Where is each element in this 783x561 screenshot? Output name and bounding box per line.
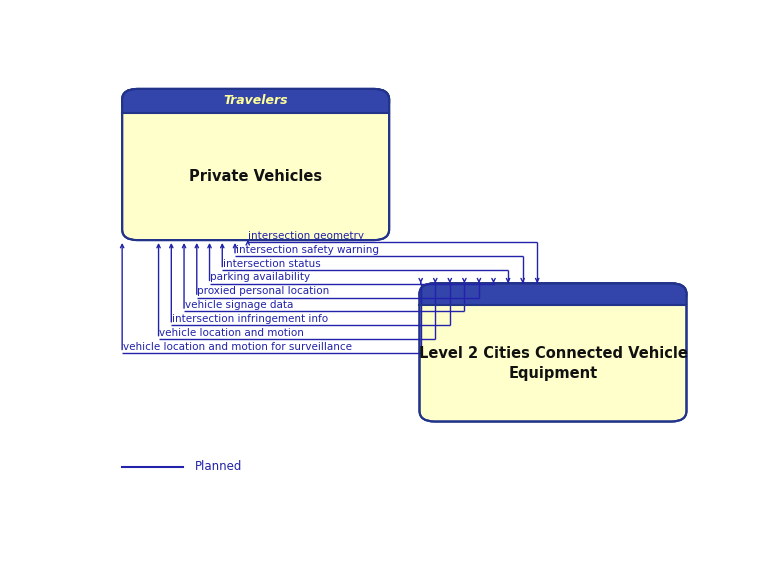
Text: parking availability: parking availability: [210, 273, 310, 282]
Text: intersection infringement info: intersection infringement info: [172, 314, 328, 324]
Bar: [420, 292, 687, 305]
Text: intersection safety warning: intersection safety warning: [236, 245, 379, 255]
FancyBboxPatch shape: [122, 89, 389, 240]
Text: Level 2 Cities Connected Vehicle
Equipment: Level 2 Cities Connected Vehicle Equipme…: [419, 346, 687, 380]
Text: Travelers: Travelers: [223, 94, 288, 107]
FancyBboxPatch shape: [420, 283, 687, 421]
Text: Planned: Planned: [195, 461, 243, 473]
Text: proxied personal location: proxied personal location: [197, 286, 330, 296]
FancyBboxPatch shape: [420, 283, 687, 305]
FancyBboxPatch shape: [122, 89, 389, 113]
Bar: [122, 98, 389, 113]
Text: vehicle signage data: vehicle signage data: [185, 300, 293, 310]
Text: intersection status: intersection status: [223, 259, 320, 269]
Text: vehicle location and motion for surveillance: vehicle location and motion for surveill…: [123, 342, 352, 352]
Text: intersection geometry: intersection geometry: [248, 231, 364, 241]
Text: vehicle location and motion: vehicle location and motion: [159, 328, 304, 338]
Text: Private Vehicles: Private Vehicles: [189, 169, 323, 184]
